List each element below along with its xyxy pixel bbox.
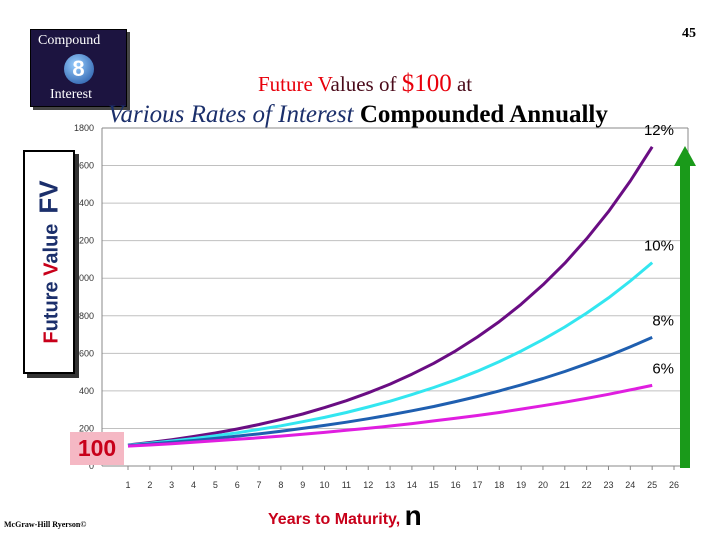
principal-callout: 100 <box>70 432 124 465</box>
ylabel-f: F <box>40 331 63 344</box>
series-label-6pct: 6% <box>652 360 674 377</box>
x-tick-label: 7 <box>257 480 262 490</box>
y-tick-label: 0 <box>89 461 94 471</box>
series-labels: 12% 10% 8% 6% <box>644 122 674 378</box>
title-italic: Various Rates of Interest <box>108 101 354 128</box>
x-tick-label: 5 <box>213 480 218 490</box>
y-tick-label: 1400 <box>74 198 94 208</box>
series-line-8pct <box>127 336 653 448</box>
chart-title-line2: Various Rates of Interest Compounded Ann… <box>108 101 608 129</box>
ylabel-v: V <box>40 263 63 276</box>
x-tick-label: 10 <box>320 480 330 490</box>
y-tick-label: 200 <box>79 423 94 433</box>
y-tick-label: 1800 <box>74 123 94 133</box>
y-tick-label: 800 <box>79 311 94 321</box>
x-tick-label: 15 <box>429 480 439 490</box>
badge-bottom-text: Interest <box>50 87 92 102</box>
gridlines <box>102 165 688 429</box>
xlabel-text: Years to Maturity, <box>268 511 405 528</box>
y-tick-label: 600 <box>79 348 94 358</box>
x-tick-label: 8 <box>278 480 283 490</box>
page-number: 45 <box>682 26 696 41</box>
x-tick-label: 11 <box>342 480 351 490</box>
ylabel-uture: uture <box>40 275 63 332</box>
x-tick-label: 4 <box>191 480 196 490</box>
title-bold: Compounded Annually <box>353 101 608 128</box>
y-axis-label: Future Value FV <box>34 180 65 343</box>
series-line-12pct <box>127 145 654 447</box>
y-tick-label: 1000 <box>74 273 94 283</box>
growth-arrow-shaft <box>680 162 690 468</box>
x-tick-label: 17 <box>472 480 482 490</box>
x-tick-label: 23 <box>603 480 613 490</box>
y-tick-label: 1600 <box>74 161 94 171</box>
x-tick-label: 24 <box>625 480 635 490</box>
ylabel-fv: FV <box>33 180 64 214</box>
title-prefix: Future <box>258 72 318 96</box>
x-axis-label: Years to Maturity, n <box>268 500 422 532</box>
series-line-10pct <box>127 261 654 447</box>
title-mid: alues of <box>330 72 402 96</box>
x-tick-label: 14 <box>407 480 417 490</box>
x-tick-label: 12 <box>363 480 373 490</box>
series-line-6pct <box>127 383 653 448</box>
series-label-10pct: 10% <box>644 238 674 255</box>
x-tick-label: 19 <box>516 480 526 490</box>
x-tick-label: 22 <box>582 480 592 490</box>
x-tick-label: 1 <box>125 480 130 490</box>
x-tick-label: 16 <box>451 480 461 490</box>
y-axis-label-box: Future Value FV <box>23 150 75 374</box>
title-suffix: at <box>451 72 473 96</box>
x-tick-label: 9 <box>300 480 305 490</box>
title-amount: $100 <box>401 70 452 97</box>
chapter-badge: Compound 8 Interest <box>30 29 127 107</box>
growth-arrow <box>674 146 696 468</box>
y-tick-label: 1200 <box>74 236 94 246</box>
x-tick-label: 20 <box>538 480 548 490</box>
badge-top-text: Compound <box>38 33 101 48</box>
x-tick-label: 26 <box>669 480 679 490</box>
publisher-credit: McGraw-Hill Ryerson© <box>4 520 87 529</box>
series-label-8pct: 8% <box>652 312 674 329</box>
x-tick-label: 6 <box>235 480 240 490</box>
x-tick-label: 25 <box>647 480 657 490</box>
x-tick-label: 18 <box>494 480 504 490</box>
chart-title-line1: Future Values of $100 at <box>258 70 472 98</box>
y-tick-label: 400 <box>79 386 94 396</box>
xlabel-n: n <box>404 500 422 531</box>
x-tick-label: 3 <box>169 480 174 490</box>
x-tick-label: 2 <box>147 480 152 490</box>
series-lines <box>127 145 654 448</box>
growth-arrow-head <box>674 146 696 166</box>
chapter-number-icon: 8 <box>63 54 94 84</box>
title-v: V <box>317 72 331 96</box>
ylabel-alue: alue <box>40 223 63 264</box>
x-tick-label: 21 <box>560 480 570 490</box>
x-tick-label: 13 <box>385 480 395 490</box>
series-label-12pct: 12% <box>644 122 674 139</box>
